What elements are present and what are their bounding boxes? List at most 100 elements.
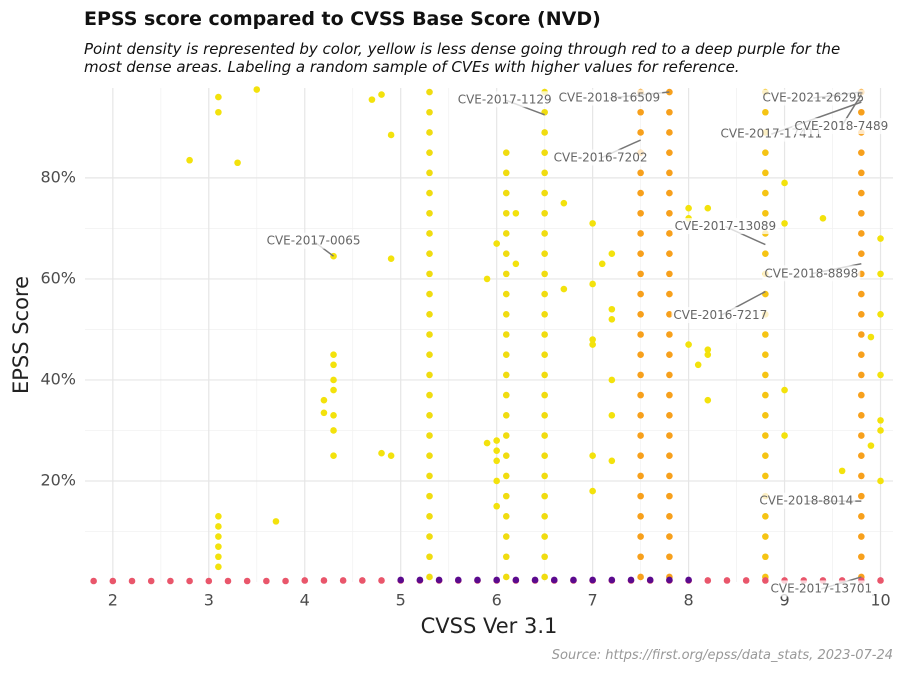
point [426,553,433,561]
point [301,577,309,584]
annotation-label: CVE-2016-7217 [673,308,767,322]
point [426,371,433,379]
point [598,260,606,268]
x-tick-label: 2 [108,591,118,610]
annotation-label: CVE-2017-13089 [675,219,777,233]
point [512,260,520,268]
point [215,543,222,550]
point [627,576,635,584]
annotation-background [671,307,770,324]
point [762,108,769,116]
point [589,487,596,495]
point [637,573,644,581]
point [589,280,596,288]
point [858,432,865,439]
point [637,371,644,379]
annotation-label: CVE-2017-13701 [771,581,873,595]
point [147,577,155,585]
point [608,305,616,313]
y-tick-label: 40% [40,369,76,388]
point [186,156,193,164]
point [502,230,510,237]
point [666,129,673,136]
point [877,477,884,485]
point [426,169,433,177]
point [426,270,433,278]
point [541,129,548,136]
point [426,149,433,156]
point [330,452,337,460]
point [502,169,510,177]
point [454,576,462,584]
point [762,533,769,540]
point [541,573,548,581]
point [215,563,222,571]
point [858,250,865,257]
point [541,169,548,177]
point [762,412,769,419]
point [560,199,568,207]
point [426,492,433,500]
point [867,333,875,341]
point [502,492,510,500]
point [589,576,596,584]
point [877,270,884,278]
x-tick-label: 4 [300,591,310,610]
point [666,391,673,399]
point [416,576,424,584]
point [858,412,865,419]
point [762,391,769,399]
point [666,513,673,520]
point [186,577,193,585]
point [426,310,433,318]
point [608,412,616,419]
point [234,159,241,167]
point [762,169,769,177]
annotation-background [455,91,554,108]
point [320,409,328,417]
point [589,336,596,343]
point [378,577,385,584]
point [858,452,865,460]
point [666,230,673,237]
point [666,492,673,500]
x-tick-label: 9 [779,591,789,610]
point [502,270,510,278]
x-tick-label: 3 [204,591,214,610]
annotation-label: CVE-2017-0065 [267,234,361,248]
point [215,513,222,520]
x-axis-title: CVSS Ver 3.1 [421,614,558,638]
annotation-label: CVE-2018-8898 [764,266,858,280]
point [637,169,644,177]
annotation-label: CVE-2018-16509 [559,91,661,105]
point [704,346,712,353]
point [541,533,548,540]
point [550,576,558,584]
point [330,361,337,369]
point [541,250,548,257]
point [762,331,769,338]
point [637,250,644,257]
point [282,577,289,585]
point [666,553,673,561]
point [339,577,347,584]
point [637,391,644,399]
point [781,220,788,227]
point [666,412,673,419]
point [330,376,337,384]
point [330,386,337,394]
point [858,472,865,480]
point [493,457,500,465]
point [858,492,865,500]
point [474,576,481,584]
point [397,576,405,584]
point [666,452,673,460]
point [637,230,644,237]
point [637,290,644,298]
point [570,576,577,584]
point [541,230,548,237]
point [589,341,596,348]
point [666,331,673,338]
point [637,270,644,278]
point [877,235,884,242]
